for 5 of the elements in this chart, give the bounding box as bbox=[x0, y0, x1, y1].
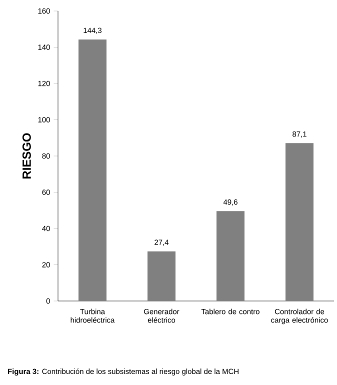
bar bbox=[216, 211, 244, 301]
bar bbox=[286, 143, 314, 301]
y-axis-title: RIESGO bbox=[22, 133, 31, 178]
bar bbox=[148, 251, 176, 301]
bar bbox=[78, 39, 106, 301]
